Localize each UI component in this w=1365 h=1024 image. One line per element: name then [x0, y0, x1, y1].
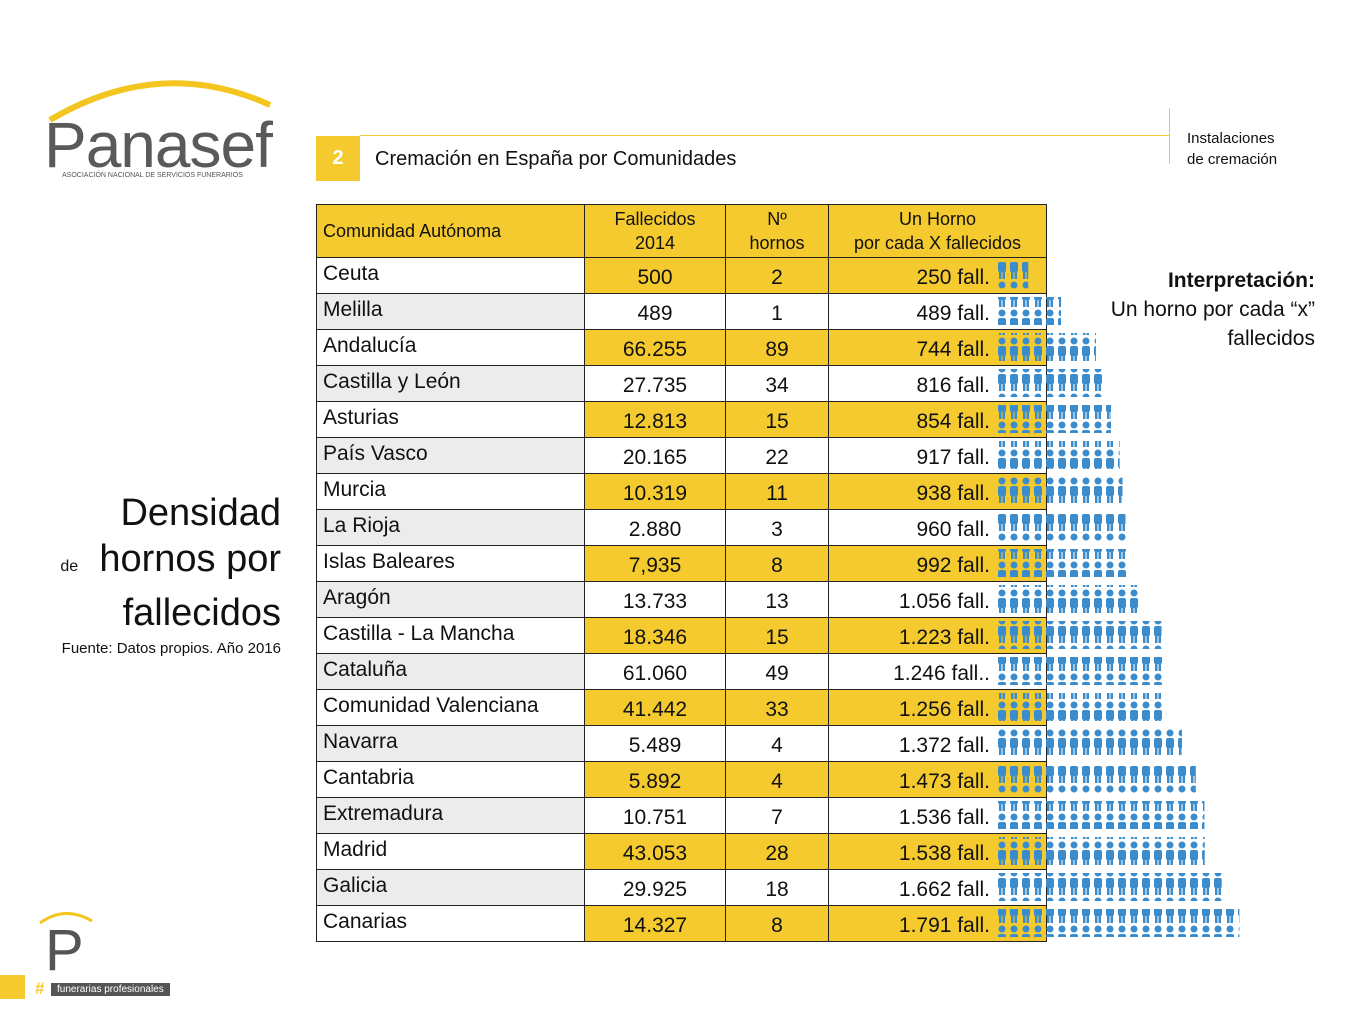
value-cell: 14.327	[584, 905, 726, 942]
value-cell: 10.319	[584, 473, 726, 510]
section-number: 2	[316, 136, 360, 181]
value-cell: 28	[725, 833, 829, 870]
value-cell: 41.442	[584, 689, 726, 726]
region-cell: Ceuta	[316, 257, 585, 294]
region-cell: Aragón	[316, 581, 585, 618]
logo-arc	[48, 80, 272, 123]
side-label: Instalaciones de cremación	[1187, 128, 1277, 170]
pictogram	[994, 333, 1096, 361]
pictogram	[994, 765, 1196, 793]
value-cell: 7	[725, 797, 829, 834]
pictogram	[994, 477, 1123, 505]
interp-line: Un horno por cada “x”	[1110, 298, 1315, 321]
header-line: hornos	[749, 233, 805, 253]
value-cell: 66.255	[584, 329, 726, 366]
rule	[360, 135, 1170, 136]
value-cell: 15	[725, 617, 829, 654]
pictogram	[994, 261, 1029, 289]
pictogram	[994, 729, 1182, 757]
region-cell: Extremadura	[316, 797, 585, 834]
pictogram	[994, 369, 1106, 397]
pictogram	[994, 441, 1120, 469]
footer-hash: #	[35, 979, 45, 998]
footer-arc: P	[39, 912, 93, 975]
value-cell: 22	[725, 437, 829, 474]
region-cell: Asturias	[316, 401, 585, 438]
value-cell: 12.813	[584, 401, 726, 438]
value-cell: 34	[725, 365, 829, 402]
footer-label: funerarias profesionales	[51, 983, 170, 996]
interpretation: Interpretación: Un horno por cada “x” fa…	[1111, 266, 1315, 353]
pictogram	[994, 801, 1205, 829]
value-cell: 2.880	[584, 509, 726, 546]
region-cell: Navarra	[316, 725, 585, 762]
value-cell: 89	[725, 329, 829, 366]
pictogram	[994, 621, 1162, 649]
left-title: Densidad de hornos por fallecidos	[60, 490, 281, 636]
side-line: de cremación	[1187, 151, 1278, 168]
header-cell: Nº hornos	[725, 204, 829, 258]
value-cell: 61.060	[584, 653, 726, 690]
value-cell: 13	[725, 581, 829, 618]
header-line: Comunidad Autónoma	[323, 221, 502, 241]
title-line: fallecidos	[122, 592, 281, 634]
footer-block	[0, 975, 25, 999]
pictogram	[994, 657, 1165, 685]
rule	[1169, 108, 1170, 164]
value-cell: 15	[725, 401, 829, 438]
pictogram	[994, 873, 1222, 901]
source: Fuente: Datos propios. Año 2016	[61, 640, 281, 657]
header-line: Nº	[767, 209, 787, 229]
pictogram	[994, 405, 1111, 433]
value-cell: 20.165	[584, 437, 726, 474]
value-cell: 500	[584, 257, 726, 294]
pictogram	[994, 297, 1061, 325]
region-cell: Canarias	[316, 905, 585, 942]
value-cell: 49	[725, 653, 829, 690]
interp-title: Interpretación:	[1167, 269, 1315, 292]
value-cell: 10.751	[584, 797, 726, 834]
region-cell: País Vasco	[316, 437, 585, 474]
value-cell: 8	[725, 905, 829, 942]
title-part: hornos por	[99, 538, 281, 580]
value-cell: 2	[725, 257, 829, 294]
section-title: Cremación en España por Comunidades	[375, 148, 737, 170]
region-cell: Castilla y León	[316, 365, 585, 402]
value-cell: 29.925	[584, 869, 726, 906]
value-cell: 7,935	[584, 545, 726, 582]
region-cell: Galicia	[316, 869, 585, 906]
title-small: de	[60, 558, 79, 575]
header-cell: Fallecidos 2014	[584, 204, 726, 258]
region-cell: Madrid	[316, 833, 585, 870]
interp-line: fallecidos	[1227, 327, 1315, 350]
header-cell: Un Horno por cada X fallecidos	[828, 204, 1047, 258]
region-cell: Melilla	[316, 293, 585, 330]
header-line: Fallecidos	[614, 209, 696, 229]
header-line: Un Horno	[898, 209, 977, 229]
value-cell: 8	[725, 545, 829, 582]
pictogram	[994, 693, 1167, 721]
side-line: Instalaciones	[1187, 130, 1275, 147]
title-line: de hornos por	[60, 536, 281, 590]
pictogram	[994, 549, 1130, 577]
pictogram	[994, 909, 1240, 937]
svg-text:P: P	[45, 918, 84, 975]
pictogram	[994, 585, 1139, 613]
pictogram	[994, 837, 1205, 865]
header-line: por cada X fallecidos	[853, 233, 1022, 253]
region-cell: Castilla - La Mancha	[316, 617, 585, 654]
logo-name: Panasef	[44, 109, 273, 181]
header-cell: Comunidad Autónoma	[316, 204, 585, 258]
value-cell: 33	[725, 689, 829, 726]
logo-tagline: ASOCIACIÓN NACIONAL DE SERVICIOS FUNERAR…	[62, 172, 243, 179]
title-line: Densidad	[120, 492, 281, 534]
pictogram	[994, 513, 1126, 541]
header-line: 2014	[634, 233, 676, 253]
